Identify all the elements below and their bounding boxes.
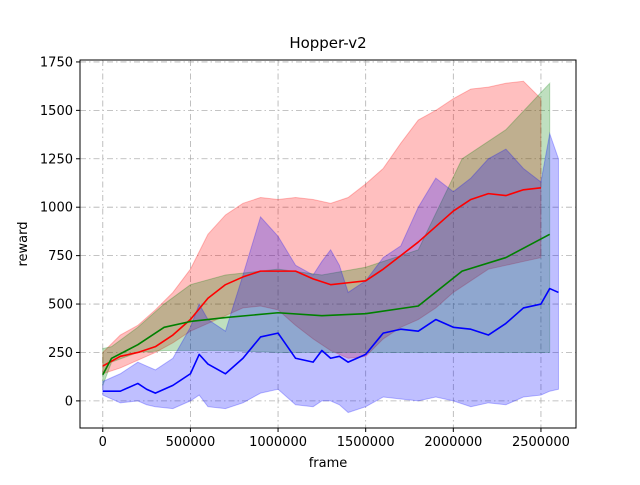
grid-layer: [80, 60, 576, 428]
x-tick-label: 500000: [166, 435, 216, 450]
axis-layer: 0 500000 1000000 1500000 2000000 2500000 0 250 5…: [40, 55, 577, 450]
x-tick-label: 2500000: [512, 435, 570, 450]
line-layer: [102, 187, 559, 394]
series-1-confidence-band: [102, 80, 542, 375]
y-tick-label: 1750: [40, 55, 73, 70]
x-axis-title: frame: [309, 456, 348, 471]
x-tick-label: 1000000: [249, 435, 307, 450]
series-3-confidence-band: [102, 131, 559, 414]
y-tick-label: 0: [65, 394, 73, 409]
series-2-line: [102, 233, 551, 376]
y-tick-label: 1500: [40, 104, 73, 119]
y-tick-label: 750: [48, 249, 73, 264]
chart-title: Hopper-v2: [289, 34, 366, 52]
x-tick-label: 2000000: [424, 435, 482, 450]
axes-frame: [79, 59, 577, 429]
y-tick-label: 1000: [40, 201, 73, 216]
y-tick-label: 250: [48, 346, 73, 361]
series-3-line: [102, 287, 559, 394]
y-tick-label: 500: [48, 298, 73, 313]
x-tick-label: 1500000: [337, 435, 395, 450]
series-1-line: [102, 187, 542, 367]
y-tick-label: 1250: [40, 152, 73, 167]
y-axis-title: reward: [16, 221, 31, 266]
x-tick-label: 0: [99, 435, 107, 450]
series-2-confidence-band: [102, 81, 551, 386]
band-layer: [102, 80, 559, 414]
